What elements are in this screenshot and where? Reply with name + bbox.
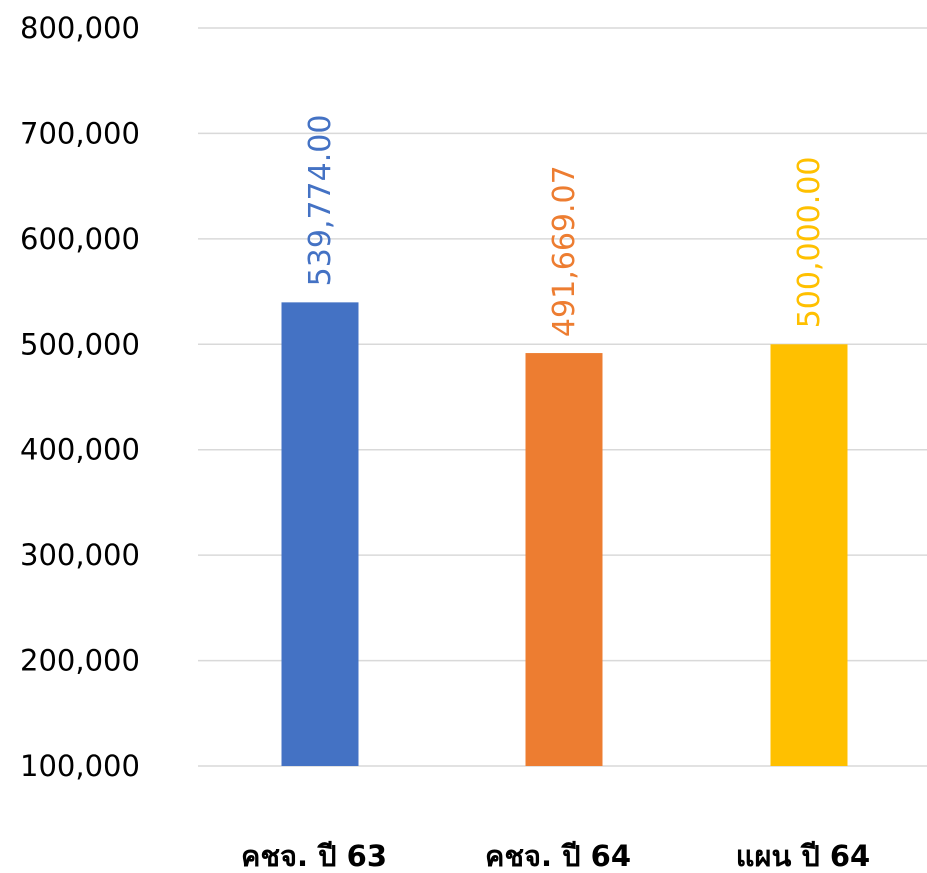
y-tick-label: 400,000 (20, 433, 140, 467)
data-label: 491,669.07 (547, 165, 582, 337)
bar (281, 302, 359, 766)
x-category-label: แผน ปี 64 (736, 839, 870, 873)
bars (281, 302, 848, 766)
y-axis-tick-labels: 100,000 200,000 300,000 400,000 500,000 600,0… (20, 11, 140, 783)
y-tick-label: 300,000 (20, 538, 140, 572)
y-tick-label: 200,000 (20, 644, 140, 678)
bar (770, 344, 848, 766)
x-axis-category-labels: คชจ. ปี 63 คชจ. ปี 64 แผน ปี 64 (241, 839, 870, 873)
data-labels: 539,774.00 491,669.07 500,000.00 (303, 115, 827, 337)
y-tick-label: 800,000 (20, 11, 140, 45)
bar (525, 353, 603, 766)
x-category-label: คชจ. ปี 63 (241, 839, 387, 873)
y-tick-label: 500,000 (20, 327, 140, 361)
y-tick-label: 700,000 (20, 116, 140, 150)
y-tick-label: 600,000 (20, 222, 140, 256)
data-label: 500,000.00 (792, 157, 827, 329)
data-label: 539,774.00 (303, 115, 338, 287)
y-tick-label: 100,000 (20, 749, 140, 783)
x-category-label: คชจ. ปี 64 (485, 839, 631, 873)
